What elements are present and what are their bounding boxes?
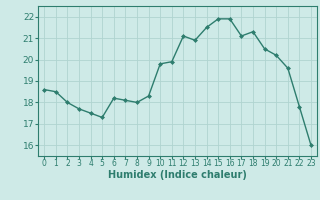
X-axis label: Humidex (Indice chaleur): Humidex (Indice chaleur) [108, 170, 247, 180]
